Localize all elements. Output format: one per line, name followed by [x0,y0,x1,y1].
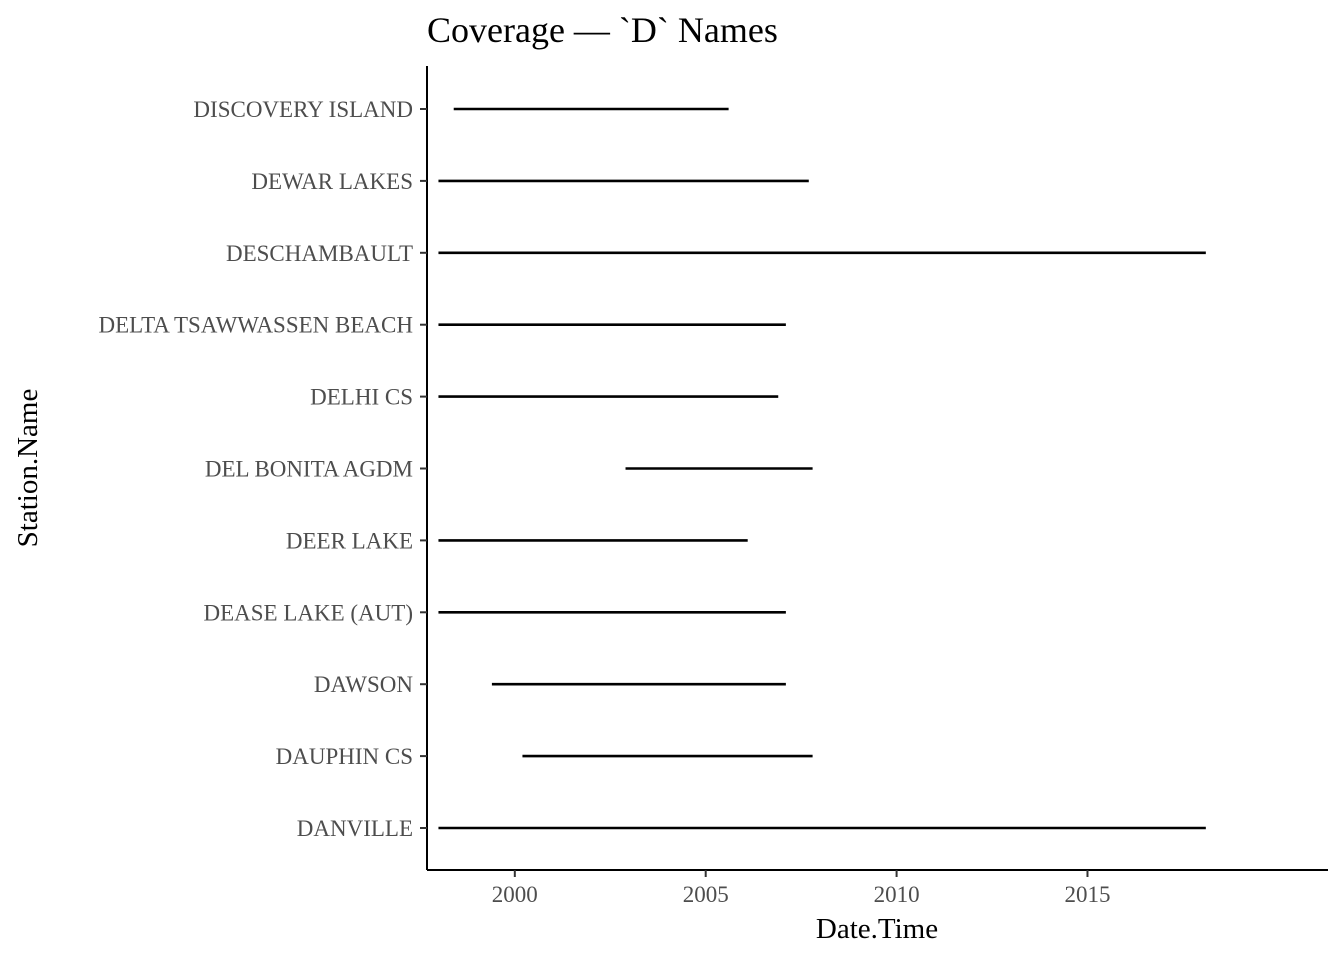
y-tick-label-dewar-lakes: DEWAR LAKES [251,169,413,194]
y-tick-label-delhi-cs: DELHI CS [310,385,413,410]
y-tick-label-discovery-island: DISCOVERY ISLAND [193,97,413,122]
y-axis-ticks: DANVILLE DAUPHIN CS DAWSON DEASE LAKE (AUT)… [98,97,427,841]
x-axis-title: Date.Time [816,913,938,945]
x-axis-ticks: 2000 2005 2010 2015 [492,870,1110,907]
y-tick-label-danville: DANVILLE [297,816,413,841]
x-tick-label-2015: 2015 [1064,882,1110,907]
y-tick-label-dauphin-cs: DAUPHIN CS [276,744,413,769]
x-tick-label-2005: 2005 [683,882,729,907]
y-tick-label-delta-tsawwassen-beach: DELTA TSAWWASSEN BEACH [98,313,413,338]
chart-title: Coverage — `D` Names [427,10,778,50]
coverage-segments [438,107,1206,830]
y-tick-label-deschambault: DESCHAMBAULT [226,241,413,266]
y-tick-label-deer-lake: DEER LAKE [286,528,413,553]
x-tick-label-2010: 2010 [874,882,920,907]
y-tick-label-dawson: DAWSON [314,672,413,697]
y-axis-title: Station.Name [12,389,44,548]
y-tick-label-del-bonita-agdm: DEL BONITA AGDM [205,457,413,482]
x-tick-label-2000: 2000 [492,882,538,907]
y-tick-label-dease-lake-aut: DEASE LAKE (AUT) [203,600,413,625]
